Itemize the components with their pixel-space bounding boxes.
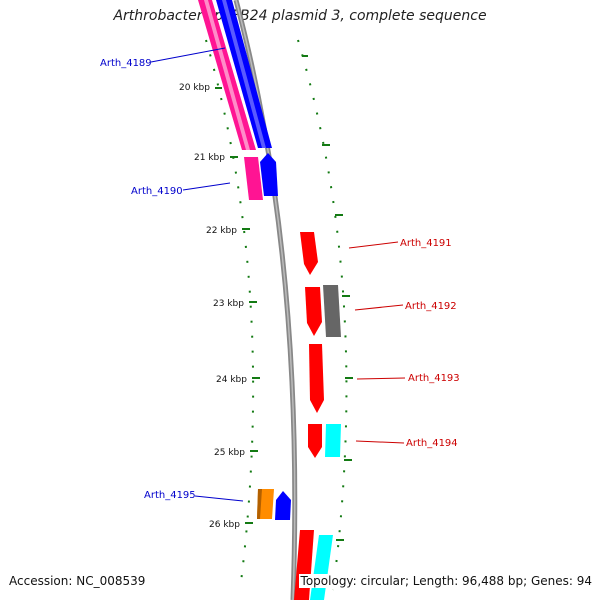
gene-label-arth-4194[interactable]: Arth_4194 [406,438,458,449]
gene-arth-4192-gray[interactable] [323,285,341,337]
topology-summary: Topology: circular; Length: 96,488 bp; G… [298,574,594,588]
gene-arth-4189-highlight [204,0,250,150]
gene-arth-4189-blue-highlight [222,0,266,148]
gene-arth-4190-pink[interactable] [244,157,263,200]
outer-major-ticks [302,55,353,541]
inner-major-ticks [215,87,260,524]
accession-label: Accession: NC_008539 [9,574,146,588]
tick-label-24kbp: 24 kbp [216,375,247,385]
gene-label-arth-4195[interactable]: Arth_4195 [144,490,196,501]
gene-arth-4191-red[interactable] [300,232,318,275]
gene-arth-4190-blue[interactable] [260,153,278,196]
gene-label-arth-4193[interactable]: Arth_4193 [408,373,460,384]
gene-arth-4194-cyan[interactable] [325,424,341,457]
tick-label-20kbp: 20 kbp [179,83,210,93]
gene-label-arth-4189[interactable]: Arth_4189 [100,58,152,69]
reverse-connectors [348,241,406,444]
gene-label-arth-4190[interactable]: Arth_4190 [131,186,183,197]
gene-arth-4192-red[interactable] [305,287,322,336]
gene-arth-4193-red[interactable] [309,344,324,413]
tick-label-21kbp: 21 kbp [194,153,225,163]
gene-label-arth-4192[interactable]: Arth_4192 [405,301,457,312]
tick-label-23kbp: 23 kbp [213,299,244,309]
gene-arth-4195-blue[interactable] [275,491,291,520]
tick-label-26kbp: 26 kbp [209,520,240,530]
forward-connectors [150,47,244,502]
gene-arth-4195-darkorange [257,489,262,519]
gene-bottom-red[interactable] [294,530,314,600]
tick-label-22kbp: 22 kbp [206,226,237,236]
gene-bottom-cyan[interactable] [310,535,333,600]
backbone-ring-highlight [235,0,296,600]
tick-label-25kbp: 25 kbp [214,448,245,458]
gene-arth-4194-red[interactable] [308,424,322,458]
gene-label-arth-4191[interactable]: Arth_4191 [400,238,452,249]
